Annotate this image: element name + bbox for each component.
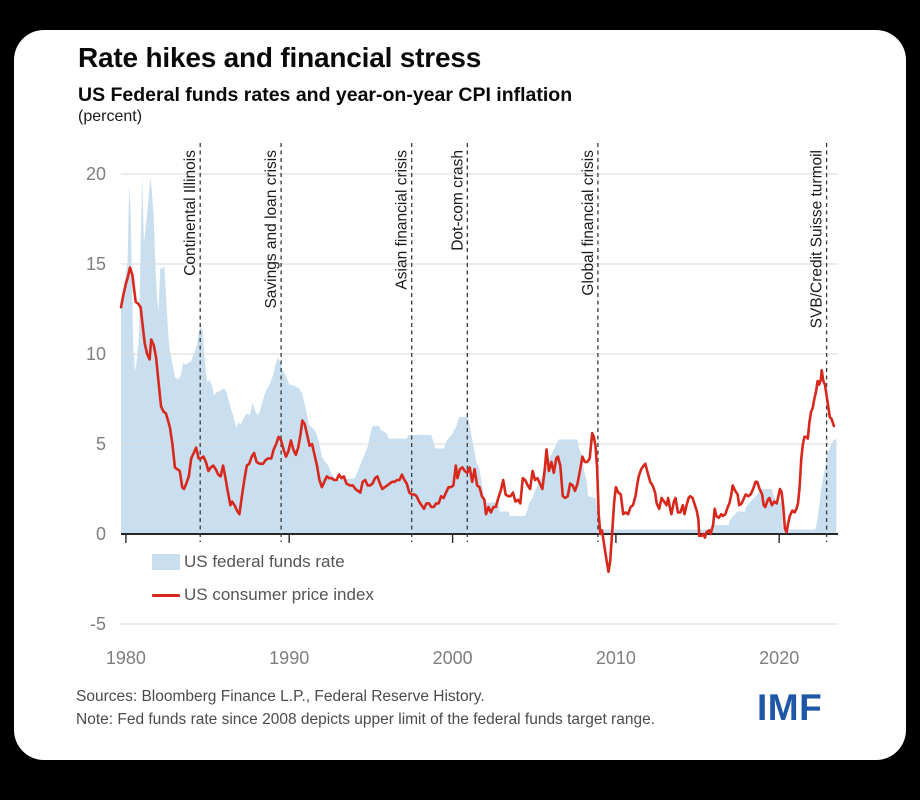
- legend-item-fed-funds: US federal funds rate: [152, 552, 374, 572]
- legend-item-cpi: US consumer price index: [152, 585, 374, 605]
- fed-funds-area: [121, 175, 837, 535]
- y-tick-label: 15: [86, 254, 106, 274]
- x-tick-label: 1980: [106, 648, 146, 668]
- event-label: Savings and loan crisis: [263, 150, 280, 309]
- legend-label-cpi: US consumer price index: [184, 585, 374, 604]
- y-tick-label: -5: [90, 614, 106, 634]
- x-tick-label: 1990: [269, 648, 309, 668]
- note-text: Note: Fed funds rate since 2008 depicts …: [76, 711, 656, 728]
- unit-label: (percent): [78, 108, 143, 125]
- x-tick-label: 2020: [759, 648, 799, 668]
- event-label: Asian financial crisis: [394, 150, 411, 290]
- event-label: Continental Illinois: [182, 150, 199, 276]
- event-label: SVB/Credit Suisse turmoil: [809, 150, 826, 328]
- source-text: Sources: Bloomberg Finance L.P., Federal…: [76, 688, 485, 705]
- y-tick-label: 10: [86, 344, 106, 364]
- y-tick-label: 5: [96, 434, 106, 454]
- line-swatch-icon: [152, 593, 180, 597]
- footer-notes: Sources: Bloomberg Finance L.P., Federal…: [76, 685, 655, 731]
- chart-subtitle: US Federal funds rates and year-on-year …: [78, 84, 573, 106]
- y-tick-label: 0: [96, 524, 106, 544]
- legend: US federal funds rate US consumer price …: [152, 552, 374, 618]
- x-tick-label: 2010: [596, 648, 636, 668]
- event-label: Dot-com crash: [449, 150, 466, 251]
- x-tick-label: 2000: [433, 648, 473, 668]
- legend-label-fed-funds: US federal funds rate: [184, 552, 345, 571]
- page-title: Rate hikes and financial stress: [78, 42, 482, 73]
- event-label: Global financial crisis: [580, 150, 597, 296]
- y-tick-label: 20: [86, 164, 106, 184]
- imf-logo: IMF: [757, 687, 823, 728]
- area-swatch-icon: [152, 554, 180, 570]
- cpi-line: [119, 266, 836, 574]
